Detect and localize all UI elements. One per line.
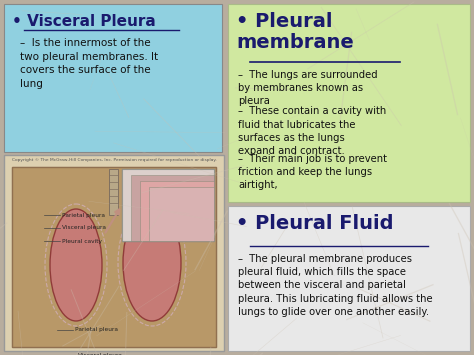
Polygon shape xyxy=(12,167,216,347)
Text: • Pleural
membrane: • Pleural membrane xyxy=(236,12,354,51)
FancyBboxPatch shape xyxy=(122,169,214,241)
Text: Copyright © The McGraw-Hill Companies, Inc. Permission required for reproduction: Copyright © The McGraw-Hill Companies, I… xyxy=(12,158,216,162)
Text: –  The lungs are surrounded
by membranes known as
pleura: – The lungs are surrounded by membranes … xyxy=(238,70,378,106)
Text: Visceral pleura: Visceral pleura xyxy=(62,225,106,230)
FancyBboxPatch shape xyxy=(109,169,118,215)
FancyBboxPatch shape xyxy=(131,175,214,241)
Text: Parietal pleura: Parietal pleura xyxy=(62,213,105,218)
FancyBboxPatch shape xyxy=(149,187,214,241)
FancyBboxPatch shape xyxy=(12,167,216,347)
Ellipse shape xyxy=(123,205,181,321)
FancyBboxPatch shape xyxy=(122,169,214,241)
FancyBboxPatch shape xyxy=(4,4,222,152)
Text: –  Is the innermost of the
two pleural membranes. It
covers the surface of the
l: – Is the innermost of the two pleural me… xyxy=(20,38,158,89)
Text: Pleural cavity: Pleural cavity xyxy=(62,239,102,244)
Text: Parietal pleura: Parietal pleura xyxy=(75,328,118,333)
Text: –  The pleural membrane produces
pleural fluid, which fills the space
between th: – The pleural membrane produces pleural … xyxy=(238,254,433,317)
FancyBboxPatch shape xyxy=(140,181,214,241)
Text: • Pleural Fluid: • Pleural Fluid xyxy=(236,214,393,233)
FancyBboxPatch shape xyxy=(228,4,470,202)
Text: –  These contain a cavity with
fluid that lubricates the
surfaces as the lungs
e: – These contain a cavity with fluid that… xyxy=(238,106,386,156)
FancyBboxPatch shape xyxy=(4,155,224,351)
Text: Visceral pleura: Visceral pleura xyxy=(78,353,122,355)
FancyBboxPatch shape xyxy=(228,206,470,351)
Text: • Visceral Pleura: • Visceral Pleura xyxy=(12,14,156,29)
Ellipse shape xyxy=(50,209,102,321)
Text: –  Their main job is to prevent
friction and keep the lungs
airtight,: – Their main job is to prevent friction … xyxy=(238,153,387,190)
